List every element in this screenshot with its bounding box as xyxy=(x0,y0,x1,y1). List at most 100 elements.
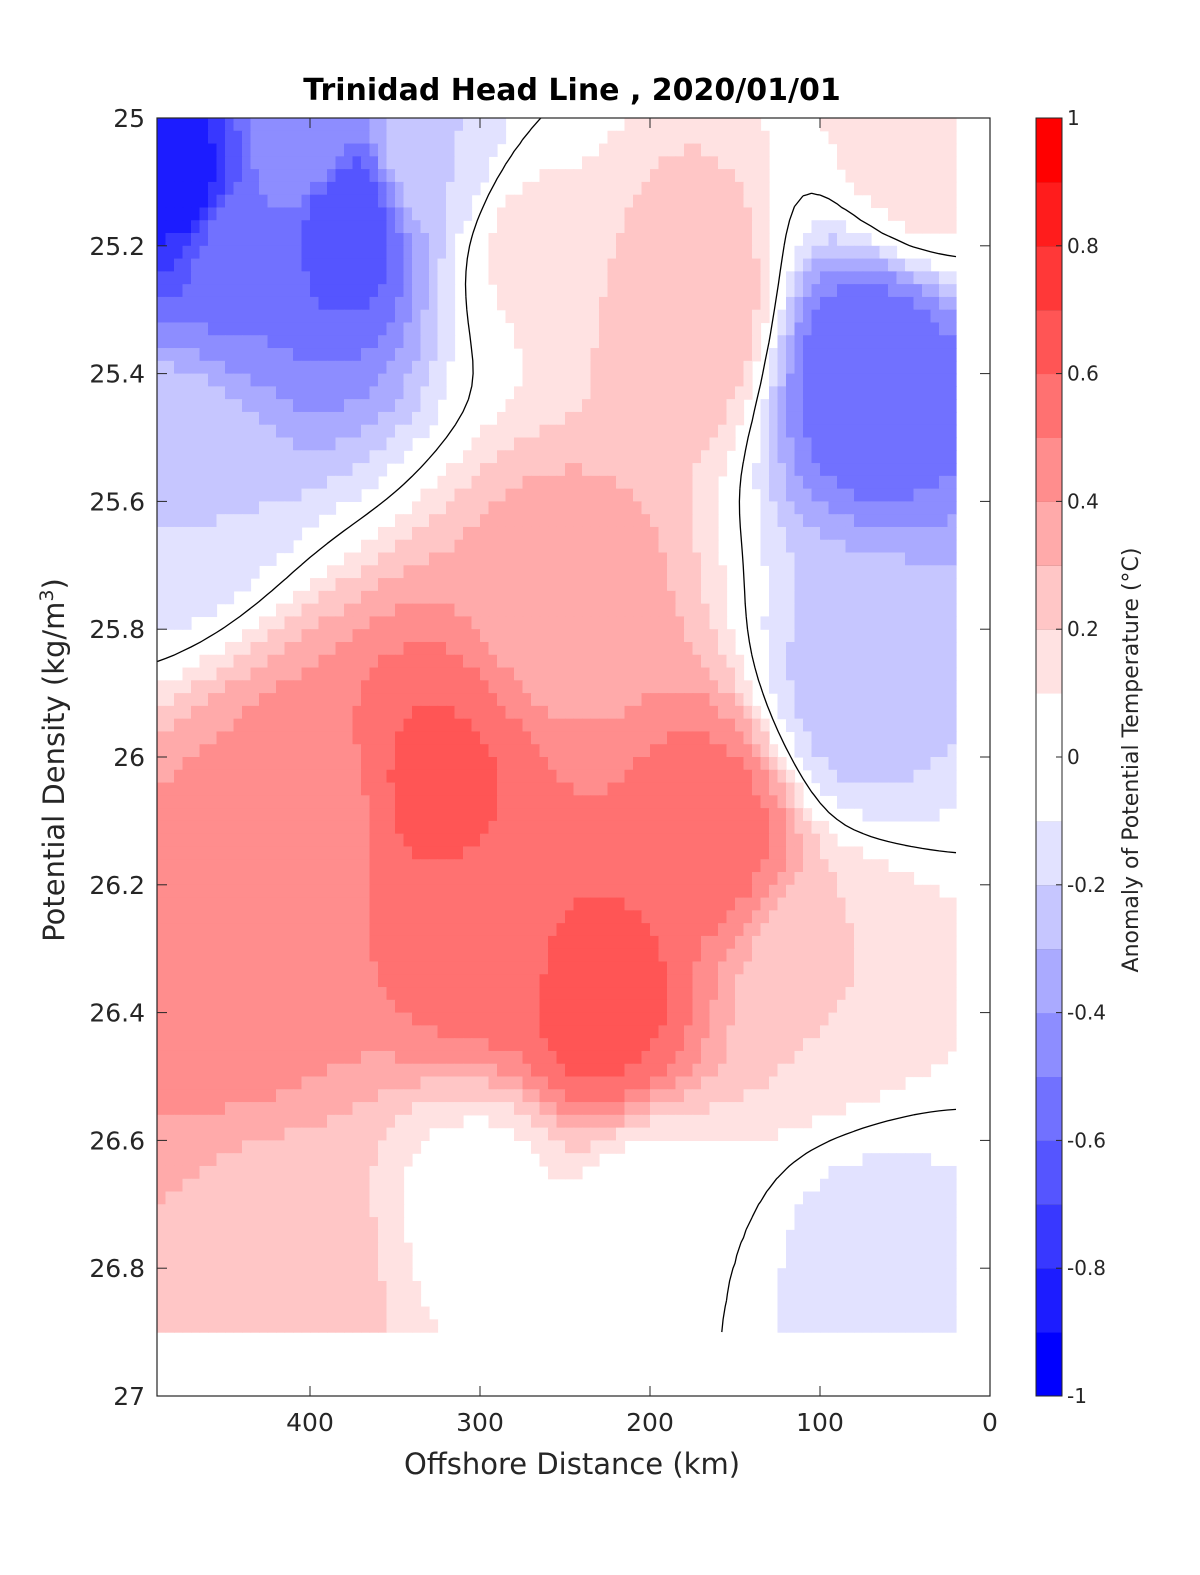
heatmap-cell xyxy=(310,245,320,260)
heatmap-cell xyxy=(488,705,498,720)
heatmap-cell xyxy=(446,526,456,541)
heatmap-cell xyxy=(641,744,651,758)
heatmap-cell xyxy=(760,271,770,285)
heatmap-cell xyxy=(701,731,711,745)
heatmap-cell xyxy=(590,284,600,298)
heatmap-cell xyxy=(242,744,252,758)
heatmap-cell xyxy=(803,705,813,720)
heatmap-cell xyxy=(930,488,940,502)
heatmap-cell xyxy=(539,233,549,247)
heatmap-cell xyxy=(250,335,260,349)
heatmap-cell xyxy=(505,757,515,771)
heatmap-cell xyxy=(616,169,626,183)
heatmap-cell xyxy=(709,399,719,413)
heatmap-cell xyxy=(412,552,422,566)
heatmap-cell xyxy=(735,373,745,387)
heatmap-cell xyxy=(361,118,371,132)
heatmap-cell xyxy=(174,309,184,324)
heatmap-cell xyxy=(845,705,855,720)
heatmap-cell xyxy=(947,693,957,707)
heatmap-cell xyxy=(199,705,209,720)
heatmap-cell xyxy=(378,309,388,324)
heatmap-cell xyxy=(633,641,643,656)
heatmap-cell xyxy=(777,411,787,426)
heatmap-cell xyxy=(267,667,277,681)
heatmap-cell xyxy=(242,488,252,502)
heatmap-cell xyxy=(327,667,337,681)
heatmap-cell xyxy=(488,680,498,694)
heatmap-cell xyxy=(310,348,320,362)
heatmap-cell xyxy=(378,181,388,196)
heatmap-cell xyxy=(803,629,813,643)
heatmap-cell xyxy=(386,833,396,848)
heatmap-cell xyxy=(386,552,396,566)
heatmap-cell xyxy=(760,207,770,221)
heatmap-cell xyxy=(157,143,167,157)
heatmap-cell xyxy=(361,539,371,554)
heatmap-cell xyxy=(820,475,830,490)
heatmap-cell xyxy=(684,284,694,298)
heatmap-cell xyxy=(276,654,286,669)
heatmap-cell xyxy=(879,143,889,157)
heatmap-cell xyxy=(403,386,413,400)
heatmap-cell xyxy=(573,245,583,260)
heatmap-cell xyxy=(335,731,345,745)
heatmap-cell xyxy=(828,846,838,860)
heatmap-cell xyxy=(276,667,286,681)
heatmap-cell xyxy=(352,156,362,170)
heatmap-cell xyxy=(293,411,303,426)
heatmap-cell xyxy=(191,118,201,132)
heatmap-cell xyxy=(480,757,490,771)
heatmap-cell xyxy=(718,322,728,336)
heatmap-cell xyxy=(276,399,286,413)
heatmap-cell xyxy=(412,654,422,669)
heatmap-cell xyxy=(216,667,226,681)
heatmap-cell xyxy=(879,181,889,196)
heatmap-cell xyxy=(709,296,719,311)
heatmap-cell xyxy=(939,207,949,221)
heatmap-cell xyxy=(701,680,711,694)
heatmap-cell xyxy=(420,309,430,324)
heatmap-cell xyxy=(191,667,201,681)
heatmap-cell xyxy=(743,271,753,285)
heatmap-cell xyxy=(293,258,303,272)
heatmap-cell xyxy=(590,539,600,554)
heatmap-cell xyxy=(760,616,770,630)
heatmap-cell xyxy=(293,156,303,170)
heatmap-cell xyxy=(412,181,422,196)
heatmap-cell xyxy=(386,233,396,247)
heatmap-cell xyxy=(284,693,294,707)
heatmap-cell xyxy=(208,156,218,170)
heatmap-cell xyxy=(582,718,592,733)
heatmap-cell xyxy=(658,526,668,541)
heatmap-cell xyxy=(667,808,677,822)
heatmap-cell xyxy=(412,872,422,886)
heatmap-cell xyxy=(505,450,515,464)
heatmap-cell xyxy=(403,820,413,835)
heatmap-cell xyxy=(701,705,711,720)
heatmap-cell xyxy=(888,335,898,349)
heatmap-cell xyxy=(862,296,872,311)
heatmap-cell xyxy=(471,795,481,809)
heatmap-cell xyxy=(735,207,745,221)
heatmap-cell xyxy=(803,424,813,439)
heatmap-cell xyxy=(667,693,677,707)
heatmap-cell xyxy=(318,578,328,592)
heatmap-cell xyxy=(259,360,269,375)
heatmap-cell xyxy=(675,629,685,643)
heatmap-cell xyxy=(692,718,702,733)
heatmap-cell xyxy=(599,680,609,694)
heatmap-cell xyxy=(497,450,507,464)
heatmap-cell xyxy=(514,808,524,822)
heatmap-cell xyxy=(454,705,464,720)
heatmap-cell xyxy=(607,820,617,835)
heatmap-cell xyxy=(879,309,889,324)
heatmap-cell xyxy=(250,220,260,234)
heatmap-cell xyxy=(641,245,651,260)
heatmap-cell xyxy=(556,872,566,886)
heatmap-cell xyxy=(658,130,668,145)
heatmap-cell xyxy=(947,463,957,477)
heatmap-cell xyxy=(463,207,473,221)
heatmap-cell xyxy=(556,181,566,196)
heatmap-cell xyxy=(199,335,209,349)
